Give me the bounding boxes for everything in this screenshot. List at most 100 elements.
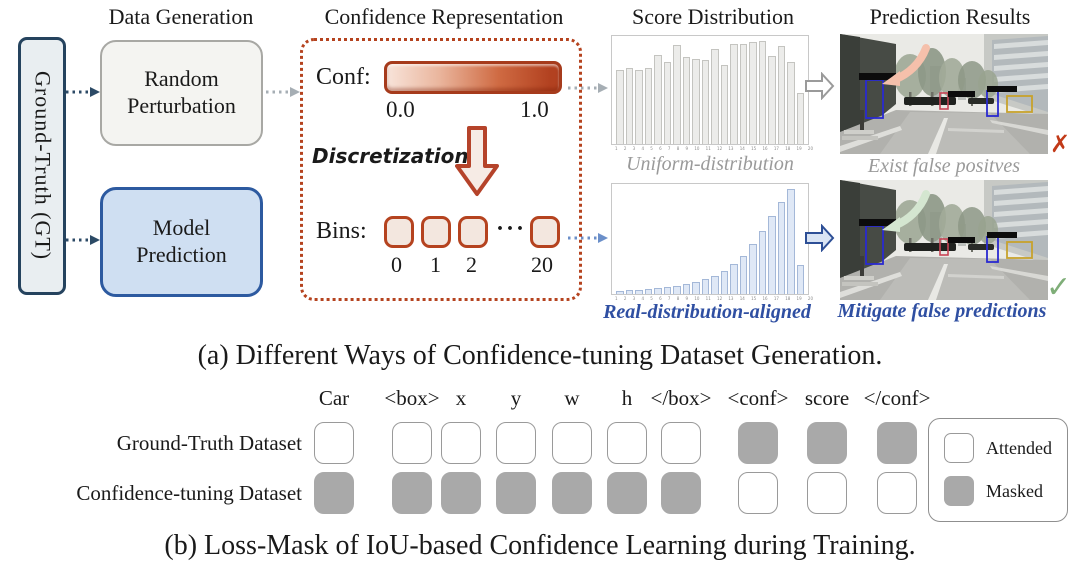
real-aligned-score-distribution-tick-5: 5: [650, 296, 653, 301]
real-aligned-score-distribution-bar-7: [673, 285, 681, 294]
token-box-row1-1-masked: [392, 472, 432, 514]
aligned-distribution-caption: Real-distribution-aligned: [603, 301, 811, 323]
token-box-row1-8-attended: [807, 472, 847, 514]
real-aligned-score-distribution-bar-5: [654, 287, 662, 294]
uniform-score-distribution-tick-8: 8: [676, 146, 680, 151]
discretization-down-arrow: [455, 126, 499, 196]
uniform-score-distribution-tick-15: 15: [751, 146, 757, 151]
token-box-row1-3-masked: [496, 472, 536, 514]
uniform-score-distribution-bar-10: [701, 60, 709, 144]
legend-attended-label: Attended: [986, 438, 1052, 458]
real-aligned-score-distribution-bar-3: [635, 289, 643, 294]
discretization-label: Discretization: [312, 144, 469, 168]
uniform-score-distribution-tick-16: 16: [762, 146, 768, 151]
uniform-score-distribution-bar-12: [720, 65, 728, 144]
bin-token-1: [421, 216, 451, 248]
uniform-to-result-block-arrow: [805, 72, 835, 100]
token-box-row1-0-masked: [314, 472, 354, 514]
uniform-score-distribution-tick-1: 1: [615, 146, 618, 151]
token-header-5: h: [621, 386, 633, 410]
uniform-score-distribution-tick-4: 4: [641, 146, 644, 151]
cross-mark: ✗: [1050, 130, 1071, 158]
conf-scale-min: 0.0: [386, 97, 415, 122]
uniform-score-distribution-tick-6: 6: [659, 146, 662, 151]
real-aligned-score-distribution-bar-10: [701, 279, 709, 294]
uniform-score-distribution-tick-9: 9: [685, 146, 689, 151]
model-prediction-label: Model Prediction: [136, 215, 227, 267]
real-aligned-score-distribution-tick-17: 17: [773, 296, 779, 301]
uniform-score-distribution-bar-3: [635, 69, 643, 144]
mitigate-caption: Mitigate false predictions: [837, 300, 1047, 322]
bin-tick-2: 2: [466, 252, 477, 277]
caption-b: (b) Loss-Mask of IoU-based Confidence Le…: [164, 530, 916, 561]
token-box-row0-3-attended: [496, 422, 536, 464]
real-aligned-score-distribution-tick-2: 2: [623, 296, 627, 301]
column-header-data-generation: Data Generation: [108, 4, 254, 29]
street-photo-mitigated: [840, 180, 1048, 300]
column-header-score-distribution: Score Distribution: [632, 4, 794, 29]
legend-masked-label: Masked: [986, 481, 1043, 501]
uniform-score-distribution-tick-18: 18: [785, 146, 791, 151]
token-box-row0-7-masked: [738, 422, 778, 464]
random-perturbation-box: Random Perturbation: [100, 40, 263, 146]
uniform-histogram-panel: [611, 35, 809, 145]
uniform-histogram-ticks: 1 2 3 4 5 6 7 8 9 10 11 12 13 14 15 16 17 18 19 20: [611, 146, 817, 151]
uniform-score-distribution-bar-2: [625, 68, 633, 144]
real-aligned-score-distribution-tick-19: 19: [796, 296, 802, 301]
real-aligned-score-distribution-bar-9: [692, 282, 700, 294]
real-aligned-score-distribution-tick-16: 16: [762, 296, 768, 301]
token-box-row1-2-masked: [441, 472, 481, 514]
uniform-score-distribution-tick-17: 17: [773, 146, 779, 151]
uniform-score-distribution-bar-17: [768, 55, 776, 144]
real-aligned-score-distribution-bar-16: [758, 230, 766, 294]
conf-label: Conf:: [316, 64, 371, 90]
aligned-histogram-ticks: 1 2 3 4 5 6 7 8 9 10 11 12 13 14 15 16 17 18 19 20: [611, 296, 817, 301]
uniform-score-distribution-bar-11: [711, 48, 719, 144]
real-aligned-score-distribution-tick-14: 14: [739, 296, 745, 301]
real-aligned-score-distribution-bar-13: [730, 264, 738, 294]
check-mark: ✓: [1046, 270, 1072, 305]
token-header-4: w: [564, 386, 580, 410]
real-aligned-score-distribution-bar-18: [777, 202, 785, 294]
uniform-score-distribution-bar-15: [749, 42, 757, 144]
perturbation-to-conf-arrow: [266, 87, 300, 97]
real-aligned-score-distribution-bar-2: [625, 289, 633, 294]
real-aligned-score-distribution-tick-4: 4: [641, 296, 644, 301]
confidence-representation-box: [300, 38, 582, 301]
real-aligned-score-distribution-bar-19: [787, 189, 795, 294]
token-box-row0-9-masked: [877, 422, 917, 464]
token-box-row1-6-masked: [661, 472, 701, 514]
gt-to-perturbation-arrow: [66, 87, 100, 97]
token-box-row1-5-masked: [607, 472, 647, 514]
token-header-1: <box>: [384, 386, 440, 410]
bin-tick-0: 0: [391, 252, 402, 277]
token-header-3: y: [510, 386, 522, 410]
real-aligned-score-distribution-tick-6: 6: [659, 296, 662, 301]
conf-to-uniform-arrow: [568, 83, 608, 93]
token-header-8: score: [804, 386, 850, 410]
real-aligned-score-distribution-tick-13: 13: [728, 296, 734, 301]
column-header-prediction-results: Prediction Results: [869, 4, 1031, 29]
uniform-score-distribution-tick-7: 7: [667, 146, 671, 151]
real-aligned-score-distribution-tick-12: 12: [717, 296, 723, 301]
conf-scale-max: 1.0: [520, 97, 549, 122]
real-aligned-score-distribution-bar-6: [663, 286, 671, 294]
token-box-row0-4-attended: [552, 422, 592, 464]
token-box-row0-1-attended: [392, 422, 432, 464]
uniform-score-distribution-bar-8: [682, 56, 690, 144]
uniform-score-distribution-bar-9: [692, 59, 700, 144]
token-header-2: x: [455, 386, 467, 410]
uniform-score-distribution-tick-10: 10: [694, 146, 700, 151]
token-box-row0-2-attended: [441, 422, 481, 464]
uniform-score-distribution-bar-20: [796, 92, 804, 144]
token-box-row0-0-attended: [314, 422, 354, 464]
real-aligned-score-distribution-bar-17: [768, 215, 776, 294]
real-aligned-score-distribution-bar-8: [682, 284, 690, 294]
token-header-9: </conf>: [863, 386, 931, 410]
false-positives-caption: Exist false positves: [867, 155, 1021, 177]
gt-to-prediction-arrow: [66, 235, 100, 245]
real-aligned-score-distribution-bar-11: [711, 275, 719, 294]
real-aligned-score-distribution-bar-1: [616, 290, 624, 294]
uniform-score-distribution-tick-20: 20: [807, 146, 813, 151]
uniform-distribution-caption: Uniform-distribution: [626, 153, 794, 175]
